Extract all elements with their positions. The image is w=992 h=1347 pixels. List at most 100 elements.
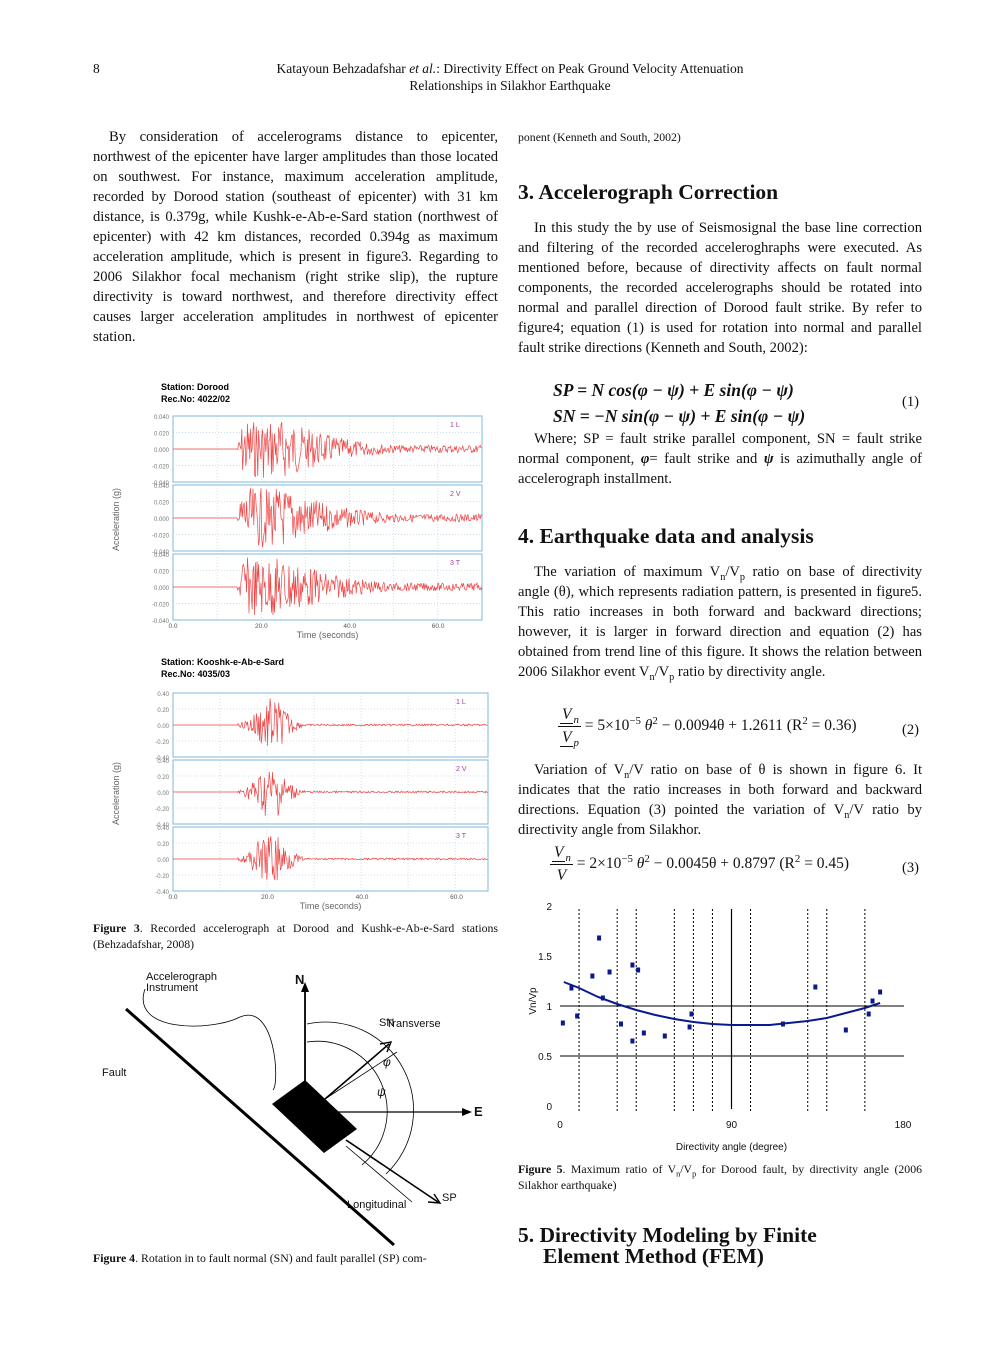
svg-text:0.000: 0.000 <box>154 517 170 523</box>
page-number: 8 <box>93 61 100 76</box>
psi-symbol: ψ <box>763 451 774 467</box>
svg-text:0.00: 0.00 <box>157 791 169 797</box>
station-label: Station: Kooshk-e-Ab-e-Sard <box>161 657 284 667</box>
eq2-rhs-b: θ <box>640 717 653 735</box>
transverse-arrow <box>324 1051 398 1100</box>
trace-waveform <box>173 698 488 746</box>
p1-a-sub: n <box>720 571 726 583</box>
section5-heading: 5. Directivity Modeling by Finite Elemen… <box>518 1223 817 1268</box>
svg-text:0.040: 0.040 <box>154 553 170 559</box>
running-title-etal: et al. <box>409 61 437 76</box>
data-point <box>689 1011 694 1017</box>
figure4-caption-continued: ponent (Kenneth and South, 2002) <box>518 130 681 144</box>
trace-label: 2 V <box>450 491 461 498</box>
svg-text:0.020: 0.020 <box>154 432 170 438</box>
svg-text:60.0: 60.0 <box>432 623 445 630</box>
eq2-rhs-b-exp: 2 <box>652 714 658 727</box>
psi-arc <box>306 1040 388 1166</box>
section5-heading-line1: 5. Directivity Modeling by Finite <box>518 1223 817 1247</box>
figure4-rotation-diagram: Accelerograph Instrument Fault Transvers… <box>102 971 483 1247</box>
figure5-scatter-chart: 0 0.5 1 1.5 2 0 90 180 Vn/Vp Directivity angle (d… <box>528 902 912 1153</box>
where-text-1: Where; SP = fault strike parallel compon… <box>518 431 922 467</box>
svg-text:-0.040: -0.040 <box>152 619 170 625</box>
east-label: E <box>474 1104 483 1119</box>
data-point <box>813 984 818 990</box>
trace-waveform <box>173 421 482 478</box>
trace-label: 2 V <box>456 766 467 773</box>
y-tick: 1 <box>546 1002 552 1013</box>
eq2-rhs-exp: −5 <box>629 714 641 727</box>
svg-text:0.040: 0.040 <box>154 415 170 421</box>
x-tick: 0 <box>557 1120 563 1131</box>
data-point <box>590 973 595 979</box>
running-title-author: Katayoun Behzadafshar <box>276 61 406 76</box>
svg-text:0.00: 0.00 <box>157 858 169 864</box>
eq3-rhs-a: = 2×10 <box>576 855 622 873</box>
svg-text:0.20: 0.20 <box>157 708 169 714</box>
p2-b-sub: n <box>844 809 850 821</box>
north-label: N <box>295 972 304 987</box>
svg-text:-0.020: -0.020 <box>152 465 170 471</box>
svg-text:0.0: 0.0 <box>168 623 177 630</box>
svg-text:-0.020: -0.020 <box>152 603 170 609</box>
data-point <box>630 1038 635 1044</box>
svg-text:40.0: 40.0 <box>356 894 369 901</box>
figure3-caption-text: . Recorded accelerograph at Dorood and K… <box>93 921 498 951</box>
eq3-rhs-d: = 0.45) <box>800 855 850 873</box>
svg-text:0.20: 0.20 <box>157 775 169 781</box>
section3-text: In this study the by use of Seismosignal… <box>518 220 922 356</box>
eq3-rhs-c: − 0.0045θ + 0.8797 (R <box>649 855 795 873</box>
p2-a: Variation of V <box>534 762 625 778</box>
east-arrow-icon <box>462 1108 472 1116</box>
section5-heading-line2: Element Method (FEM) <box>543 1244 764 1268</box>
instrument-leader <box>142 988 277 1091</box>
trace-label: 3 T <box>450 560 461 567</box>
equation-1-number: (1) <box>902 394 920 410</box>
trace-label: 3 T <box>456 833 467 840</box>
p1-b-sub: p <box>739 571 746 583</box>
where-text-2: = fault strike and <box>649 451 764 467</box>
y-tick: 0.5 <box>538 1052 552 1063</box>
figure3-caption-label: Figure 3 <box>93 921 140 935</box>
intro-paragraph-text: By consideration of accelerograms distan… <box>93 129 498 345</box>
eq2-den: V <box>560 729 574 747</box>
svg-text:-0.20: -0.20 <box>155 807 169 813</box>
transverse-label: Transverse <box>386 1018 441 1030</box>
section4-paragraph1: The variation of maximum Vn/Vp ratio on … <box>518 562 922 683</box>
data-point <box>569 985 574 991</box>
svg-text:0.000: 0.000 <box>154 586 170 592</box>
data-point <box>878 989 883 995</box>
x-axis-label: Time (seconds) <box>300 901 362 911</box>
svg-text:0.40: 0.40 <box>157 759 169 765</box>
fault-label: Fault <box>102 1067 126 1079</box>
svg-text:0.40: 0.40 <box>157 692 169 698</box>
x-tick: 90 <box>726 1120 738 1131</box>
eq3-rhs-exp: −5 <box>621 852 633 865</box>
eq2-rhs-a: = 5×10 <box>584 717 630 735</box>
eq2-num: V <box>560 706 574 724</box>
data-point <box>607 969 612 975</box>
p1-e-sub: p <box>669 671 675 683</box>
sp-label: SP <box>442 1192 457 1204</box>
data-point <box>600 995 605 1001</box>
p1-e: /V <box>654 664 670 680</box>
p2-c: /V ratio by directivity angle from Silak… <box>518 802 922 838</box>
rec-no-label: Rec.No: 4022/02 <box>161 394 230 404</box>
data-point <box>618 1021 623 1027</box>
p1-a: The variation of maximum V <box>534 564 721 580</box>
running-title-rest: : Directivity Effect on Peak Ground Velo… <box>436 61 744 76</box>
instrument-box <box>272 1080 357 1153</box>
svg-text:0.40: 0.40 <box>157 826 169 832</box>
fig5-cap-b: /V <box>680 1162 693 1176</box>
rec-no-label: Rec.No: 4035/03 <box>161 669 230 679</box>
trace-waveform <box>173 836 488 881</box>
trace-label: 1 L <box>450 422 460 429</box>
p2-b: /V ratio on base of θ is shown in figure… <box>518 762 922 818</box>
trace-waveform <box>173 488 483 548</box>
svg-text:-0.020: -0.020 <box>152 534 170 540</box>
longitudinal-label: Longitudinal <box>347 1199 406 1211</box>
svg-text:0.040: 0.040 <box>154 484 170 490</box>
